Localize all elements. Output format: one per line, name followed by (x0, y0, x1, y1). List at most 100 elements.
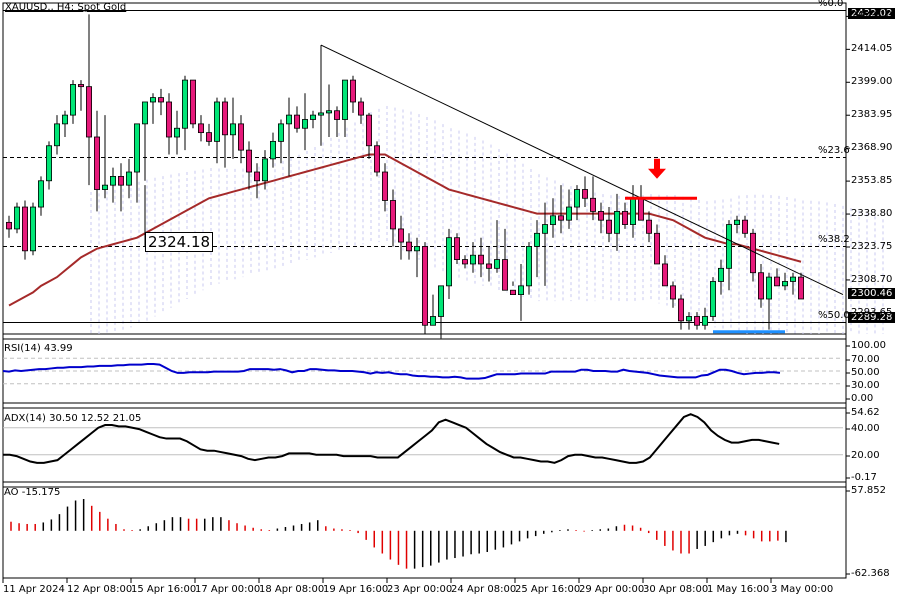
candle-body (86, 86, 93, 138)
candle-body (6, 221, 12, 230)
candle-body (437, 285, 444, 317)
candle-body (381, 171, 388, 201)
price-tick-label: 2368.90 (851, 142, 893, 154)
candle-body (205, 132, 212, 142)
symbol-title: XAUUSD., H4: Spot Gold (5, 2, 127, 13)
candle-body (670, 285, 677, 300)
indicator-tick-label: 50.00 (851, 367, 880, 378)
candle-body (493, 259, 500, 269)
time-tick-label: 11 Apr 2024 (3, 584, 65, 595)
price-tick-label: 2429.10 (851, 10, 893, 22)
time-tick-label: 1 May 16:00 (707, 584, 770, 595)
candle-body (165, 101, 172, 138)
candle-body (598, 211, 605, 221)
price-tick-label: 2353.85 (851, 175, 893, 187)
indicator-tick-label: -62.368 (851, 568, 890, 579)
indicator-tick-label: 30.00 (851, 380, 880, 391)
adx-title: ADX(14) 30.50 12.52 21.05 (4, 413, 142, 424)
candle-body (70, 84, 77, 116)
price-tick-label: 2399.00 (851, 76, 893, 88)
candle-body (189, 79, 196, 125)
candle-body (221, 101, 228, 136)
candle-body (149, 97, 156, 103)
indicator-tick-label: -0.17 (851, 472, 877, 483)
candle-body (397, 228, 404, 243)
time-tick-label: 30 Apr 08:00 (643, 584, 709, 595)
candle-body (102, 184, 109, 190)
candle-body (534, 232, 541, 247)
price-callout-label[interactable]: 2324.18 (145, 232, 214, 252)
candle-body (46, 145, 53, 182)
candle-body (766, 276, 773, 300)
candle-body (782, 281, 789, 287)
candle-body (774, 276, 781, 287)
time-tick-label: 17 Apr 00:00 (195, 584, 261, 595)
candle-body (758, 272, 765, 300)
candle-body (277, 123, 284, 142)
candle-body (110, 175, 117, 186)
candle-body (574, 189, 581, 208)
candle-body (94, 136, 101, 190)
candle-body (157, 97, 164, 103)
candle-body (261, 158, 268, 182)
time-tick-label: 29 Apr 00:00 (579, 584, 645, 595)
indicator-tick-label: 54.62 (851, 407, 880, 418)
fib-label: %50.0 (818, 309, 850, 321)
candle-body (566, 206, 573, 221)
candle-body (78, 84, 85, 88)
candle-body (694, 316, 701, 326)
time-tick-label: 18 Apr 08:00 (259, 584, 325, 595)
candle-body (181, 79, 188, 129)
candle-body (285, 114, 292, 125)
candle-body (62, 114, 69, 125)
candle-body (389, 200, 396, 230)
candle-body (702, 316, 709, 326)
candle-body (710, 281, 717, 317)
candle-body (245, 149, 252, 173)
time-tick-label: 12 Apr 08:00 (67, 584, 133, 595)
indicator-tick-label: 100.00 (851, 340, 886, 351)
time-tick-label: 24 Apr 08:00 (451, 584, 517, 595)
candle-body (485, 263, 492, 269)
time-tick-label: 19 Apr 16:00 (323, 584, 389, 595)
candle-body (317, 112, 324, 116)
candle-body (726, 224, 733, 269)
candle-body (13, 206, 20, 230)
rsi-line (2, 362, 781, 380)
candle-body (445, 237, 452, 287)
candle-body (173, 127, 180, 138)
fib-label: %38.2 (818, 233, 850, 245)
candle-body (341, 79, 348, 120)
rsi-title: RSI(14) 43.99 (4, 343, 73, 354)
time-tick-label: 15 Apr 16:00 (131, 584, 197, 595)
time-tick-label: 3 May 00:00 (771, 584, 834, 595)
candle-body (29, 206, 36, 252)
candle-body (638, 197, 645, 221)
price-tick-label: 2383.95 (851, 109, 893, 121)
candle-body (469, 254, 476, 265)
candle-body (365, 114, 372, 147)
candle-body (38, 180, 45, 208)
candle-body (742, 219, 749, 234)
candle-body (662, 263, 669, 287)
candle-body (550, 215, 557, 225)
candle-body (301, 119, 308, 129)
candle-body (590, 197, 597, 212)
candle-body (293, 114, 300, 129)
candle-body (237, 123, 244, 151)
indicator-tick-label: 57.852 (851, 485, 886, 496)
down-arrow-icon (648, 158, 666, 179)
adx-line (3, 413, 780, 464)
candle-body (118, 175, 125, 186)
candle-body (421, 246, 428, 326)
candle-body (453, 237, 460, 260)
candle-body (646, 219, 653, 234)
candle-body (213, 101, 220, 142)
candle-body (718, 267, 725, 282)
candle-body (678, 298, 685, 322)
moving-average-line (8, 153, 802, 307)
candle-body (229, 123, 236, 136)
candle-body (734, 219, 741, 225)
